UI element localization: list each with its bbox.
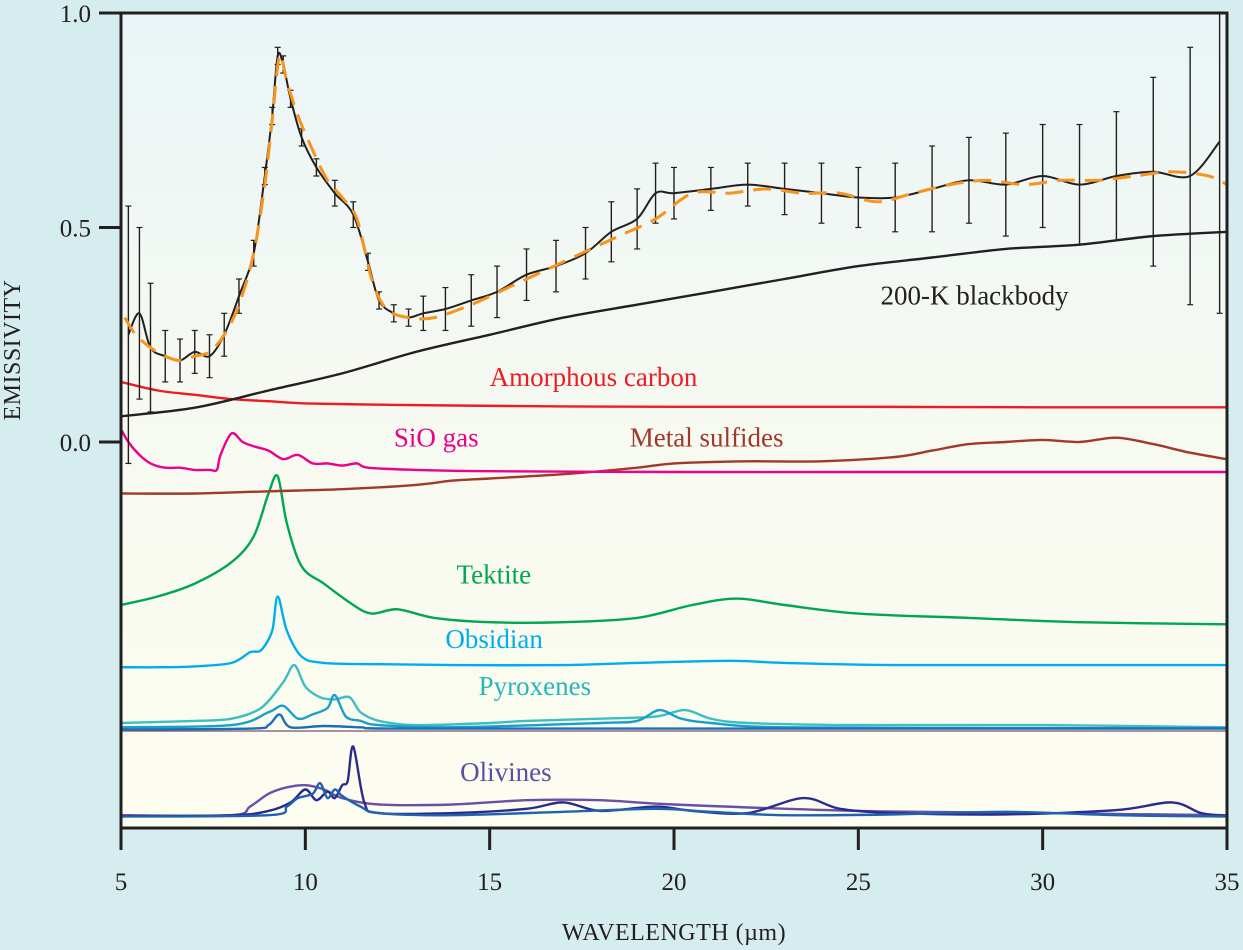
label-200-k-blackbody: 200-K blackbody [880, 281, 1069, 311]
series-amorphous-carbon [120, 380, 1227, 409]
y-tick-label-1: 1.0 [60, 1, 91, 28]
200-k-blackbody-line [120, 230, 1228, 418]
label-tektite: Tektite [456, 560, 531, 590]
y-axis-title: EMISSIVITY [0, 280, 26, 421]
x-tick-label-20: 20 [662, 869, 687, 896]
x-tick-label-10: 10 [293, 869, 318, 896]
metal-sulfides-line [120, 436, 1228, 495]
pyroxenes-line-2 [120, 693, 1228, 730]
y-tick-label-0-5: 0.5 [60, 216, 91, 243]
x-tick-label-5: 5 [115, 869, 128, 896]
series-olivines [120, 745, 1228, 818]
label-amorphous-carbon: Amorphous carbon [490, 362, 698, 392]
pyroxenes-line-1 [120, 663, 1228, 729]
y-tick-label-0: 0.0 [60, 430, 91, 457]
series-200-k-blackbody [120, 230, 1228, 418]
x-tick-label-15: 15 [477, 869, 502, 896]
series-tektite [120, 474, 1228, 626]
series-obsidian [120, 595, 1227, 669]
model-fit-line [123, 53, 1228, 362]
x-axis: 5 10 15 20 25 30 35 [115, 828, 1240, 896]
olivines-line-3 [120, 781, 1228, 818]
olivines-line-2 [120, 745, 1228, 818]
amorphous-carbon-line [120, 380, 1227, 409]
label-obsidian: Obsidian [445, 624, 543, 654]
label-sio-gas: SiO gas [394, 422, 479, 452]
x-axis-title: WAVELENGTH (µm) [562, 920, 786, 946]
label-pyroxenes: Pyroxenes [479, 671, 591, 701]
label-olivines: Olivines [460, 757, 552, 787]
obsidian-line [120, 595, 1227, 669]
series-layer [119, 12, 1228, 818]
tektite-line [120, 474, 1228, 626]
label-metal-sulfides: Metal sulfides [630, 422, 784, 452]
y-axis: 0.0 0.5 1.0 [60, 1, 121, 457]
x-tick-label-30: 30 [1030, 869, 1055, 896]
series-model-fit [123, 53, 1228, 362]
x-tick-label-25: 25 [846, 869, 871, 896]
plot-background [121, 13, 1227, 828]
series-labels: 200-K blackbody Amorphous carbon SiO gas Me… [394, 281, 1069, 787]
series-sio-gas [119, 428, 1227, 474]
pyroxenes-line-3 [120, 713, 1227, 731]
series-metal-sulfides [120, 436, 1228, 495]
x-tick-label-35: 35 [1215, 869, 1240, 896]
series-pyroxenes [120, 663, 1228, 731]
sio-gas-line [119, 428, 1227, 474]
